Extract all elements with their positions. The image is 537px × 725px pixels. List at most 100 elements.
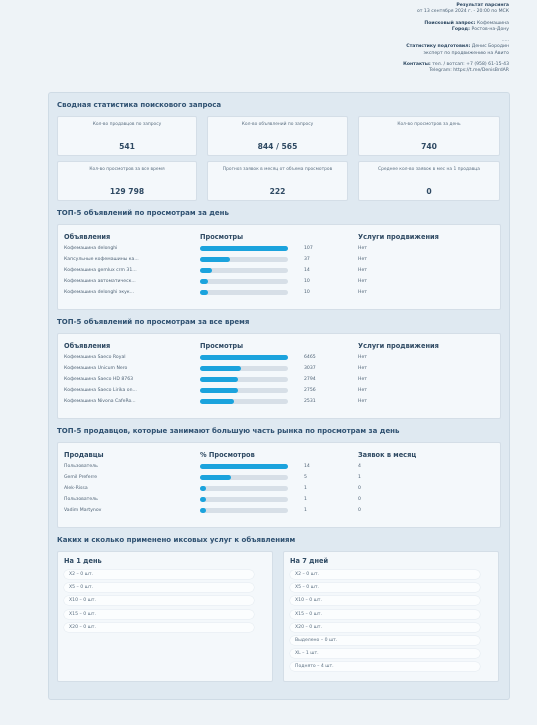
- table-row: Капсульные кофемашины ка... 37 Нет: [64, 255, 494, 266]
- stat-card: Прогноз заявок в месяц от объема просмот…: [207, 161, 348, 201]
- section-title: ТОП-5 объявлений по просмотрам за все вр…: [57, 318, 250, 326]
- row-name: Кофемашина Saeco Lirika on...: [64, 388, 137, 393]
- row-name: Кофемашина delonghi экук...: [64, 290, 135, 295]
- row-extra: Нет: [358, 355, 367, 360]
- row-extra: Нет: [358, 290, 367, 295]
- row-name: Кофемашина delonghi: [64, 246, 118, 251]
- service-panel-title: На 7 дней: [290, 557, 329, 565]
- service-panel: На 1 день X2 – 0 шт. X5 – 0 шт. X10 – 0 шт.…: [57, 551, 273, 682]
- service-text: X2 – 0 шт.: [64, 570, 254, 580]
- service-text: X2 – 0 шт.: [290, 570, 480, 580]
- bar: [200, 508, 207, 513]
- service-item: X10 – 0 шт.: [290, 594, 492, 607]
- bar: [200, 486, 207, 491]
- column-header: Заявок в месяц: [358, 451, 417, 459]
- bar: [200, 366, 242, 371]
- row-value: 1: [304, 486, 307, 491]
- stat-label: Кол-во просмотров за день: [397, 122, 461, 127]
- service-text: Поднято – 4 шт.: [290, 662, 480, 672]
- stat-value: 844 / 565: [257, 142, 298, 151]
- header-line: Статистику подготовил: Денис Бородин: [289, 44, 509, 50]
- bar-track: [200, 290, 288, 295]
- bar-track: [200, 399, 288, 404]
- service-item: X15 – 0 шт.: [290, 608, 492, 621]
- header-text: Денис Бородин: [471, 44, 509, 50]
- header-line: Результат парсинга: [289, 3, 509, 9]
- stat-card: Кол-во продавцов по запросу 541: [57, 116, 197, 156]
- column-header: Просмотры: [200, 233, 244, 241]
- bar: [200, 246, 288, 251]
- table-box: Объявления Просмотры Услуги продвижения Коф…: [57, 224, 501, 310]
- service-text: X5 – 0 шт.: [64, 583, 254, 593]
- header-line: эксперт по продвижению на Авито: [289, 51, 509, 57]
- table-row: Кофемашина delonghi экук... 10 Нет: [64, 288, 494, 299]
- stat-label: Прогноз заявок в месяц от объема просмот…: [222, 167, 333, 172]
- header-line: Контакты: тел. / вотсап: +7 (958) 61-15-…: [289, 62, 509, 68]
- table-row: Кофемашина Saeco Royal 6465 Нет: [64, 353, 494, 364]
- row-value: 3037: [304, 366, 316, 371]
- stat-value: 129 798: [109, 187, 145, 196]
- service-text: X5 – 0 шт.: [290, 583, 480, 593]
- row-name: Капсульные кофемашины ка...: [64, 257, 139, 262]
- stat-label: Кол-во продавцов по запросу: [92, 122, 162, 127]
- row-name: Alek-Rissa: [64, 486, 88, 491]
- bar-track: [200, 355, 288, 360]
- stat-value: 222: [269, 187, 286, 196]
- header-line: Telegram: https://t.me/DenisBrdAR: [289, 68, 509, 74]
- row-name: Пользователь: [64, 464, 98, 469]
- row-value: 107: [304, 246, 313, 251]
- table-row: Пользователь 14 4: [64, 462, 494, 473]
- header-text: эксперт по продвижению на Авито: [423, 50, 509, 56]
- row-extra: Нет: [358, 257, 367, 262]
- bar: [200, 388, 238, 393]
- table-box: Объявления Просмотры Услуги продвижения Коф…: [57, 333, 501, 419]
- table-row: Кофемашина автоматическ... 10 Нет: [64, 277, 494, 288]
- row-name: Кофемашина Nivona CafeRo...: [64, 399, 136, 404]
- table-row: Кофемашина gemlux crm 31... 14 Нет: [64, 266, 494, 277]
- row-extra: 1: [358, 475, 361, 480]
- table-header: Объявления Просмотры Услуги продвижения: [64, 231, 494, 244]
- header-line: .....: [289, 38, 509, 44]
- service-item: X20 – 0 шт.: [290, 621, 492, 634]
- service-item: X2 – 0 шт.: [290, 568, 492, 581]
- service-text: X15 – 0 шт.: [290, 609, 480, 619]
- row-value: 14: [304, 268, 310, 273]
- bar: [200, 257, 231, 262]
- table-box: Продавцы % Просмотров Заявок в месяц Пользо…: [57, 442, 501, 528]
- bar: [200, 475, 232, 480]
- stat-value: 0: [426, 187, 432, 196]
- column-header: % Просмотров: [200, 451, 255, 459]
- service-text: X15 – 0 шт.: [64, 609, 254, 619]
- bar-track: [200, 246, 288, 251]
- row-value: 14: [304, 464, 310, 469]
- header-line: от 13 сентября 2024 г. - 20:00 по МСК: [289, 9, 509, 15]
- row-name: Пользователь: [64, 497, 98, 502]
- table-row: Кофемашина delonghi 107 Нет: [64, 244, 494, 255]
- section-title: Сводная статистика поискового запроса: [57, 101, 222, 109]
- bar: [200, 355, 288, 360]
- column-header: Просмотры: [200, 342, 244, 350]
- service-item: X15 – 0 шт.: [64, 608, 266, 621]
- bar: [200, 279, 209, 284]
- table-row: Кофемашина Unicum Nero 3037 Нет: [64, 364, 494, 375]
- header-text: от 13 сентября 2024 г. - 20:00 по МСК: [416, 9, 509, 15]
- bar-track: [200, 475, 288, 480]
- bar: [200, 377, 239, 382]
- service-panel-title: На 1 день: [64, 557, 102, 565]
- header-text: Город:: [451, 26, 470, 32]
- header-text: Контакты:: [403, 62, 431, 68]
- stat-value: 541: [119, 142, 135, 151]
- row-value: 6465: [304, 355, 316, 360]
- row-extra: 0: [358, 486, 361, 491]
- row-value: 2794: [304, 377, 316, 382]
- header-text: Кофемашина: [476, 20, 509, 26]
- row-extra: 4: [358, 464, 361, 469]
- header-text: Ростов-на-Дону: [471, 26, 509, 32]
- bar: [200, 268, 212, 273]
- service-item: X5 – 0 шт.: [290, 581, 492, 594]
- table-row: Пользователь 1 0: [64, 495, 494, 506]
- bar-track: [200, 508, 288, 513]
- service-text: X10 – 0 шт.: [290, 596, 480, 606]
- table-header: Продавцы % Просмотров Заявок в месяц: [64, 449, 494, 462]
